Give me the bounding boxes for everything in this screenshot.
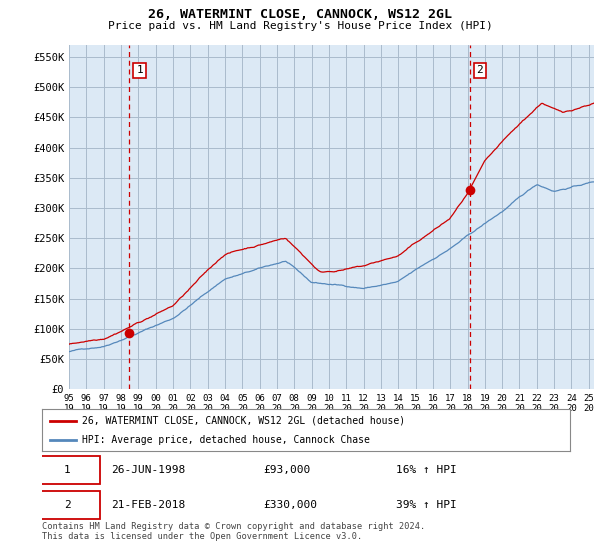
Text: 21-FEB-2018: 21-FEB-2018 <box>110 500 185 510</box>
Text: 16% ↑ HPI: 16% ↑ HPI <box>396 465 457 475</box>
Text: Contains HM Land Registry data © Crown copyright and database right 2024.
This d: Contains HM Land Registry data © Crown c… <box>42 522 425 542</box>
Text: Price paid vs. HM Land Registry's House Price Index (HPI): Price paid vs. HM Land Registry's House … <box>107 21 493 31</box>
Text: 1: 1 <box>136 66 143 76</box>
Text: 39% ↑ HPI: 39% ↑ HPI <box>396 500 457 510</box>
FancyBboxPatch shape <box>34 456 100 484</box>
Text: 2: 2 <box>64 500 70 510</box>
Text: 1: 1 <box>64 465 70 475</box>
Text: 26, WATERMINT CLOSE, CANNOCK, WS12 2GL (detached house): 26, WATERMINT CLOSE, CANNOCK, WS12 2GL (… <box>82 416 405 426</box>
Text: 26-JUN-1998: 26-JUN-1998 <box>110 465 185 475</box>
Text: £330,000: £330,000 <box>264 500 318 510</box>
Text: 2: 2 <box>476 66 483 76</box>
Text: 26, WATERMINT CLOSE, CANNOCK, WS12 2GL: 26, WATERMINT CLOSE, CANNOCK, WS12 2GL <box>148 8 452 21</box>
FancyBboxPatch shape <box>34 491 100 519</box>
Text: HPI: Average price, detached house, Cannock Chase: HPI: Average price, detached house, Cann… <box>82 435 370 445</box>
Text: £93,000: £93,000 <box>264 465 311 475</box>
